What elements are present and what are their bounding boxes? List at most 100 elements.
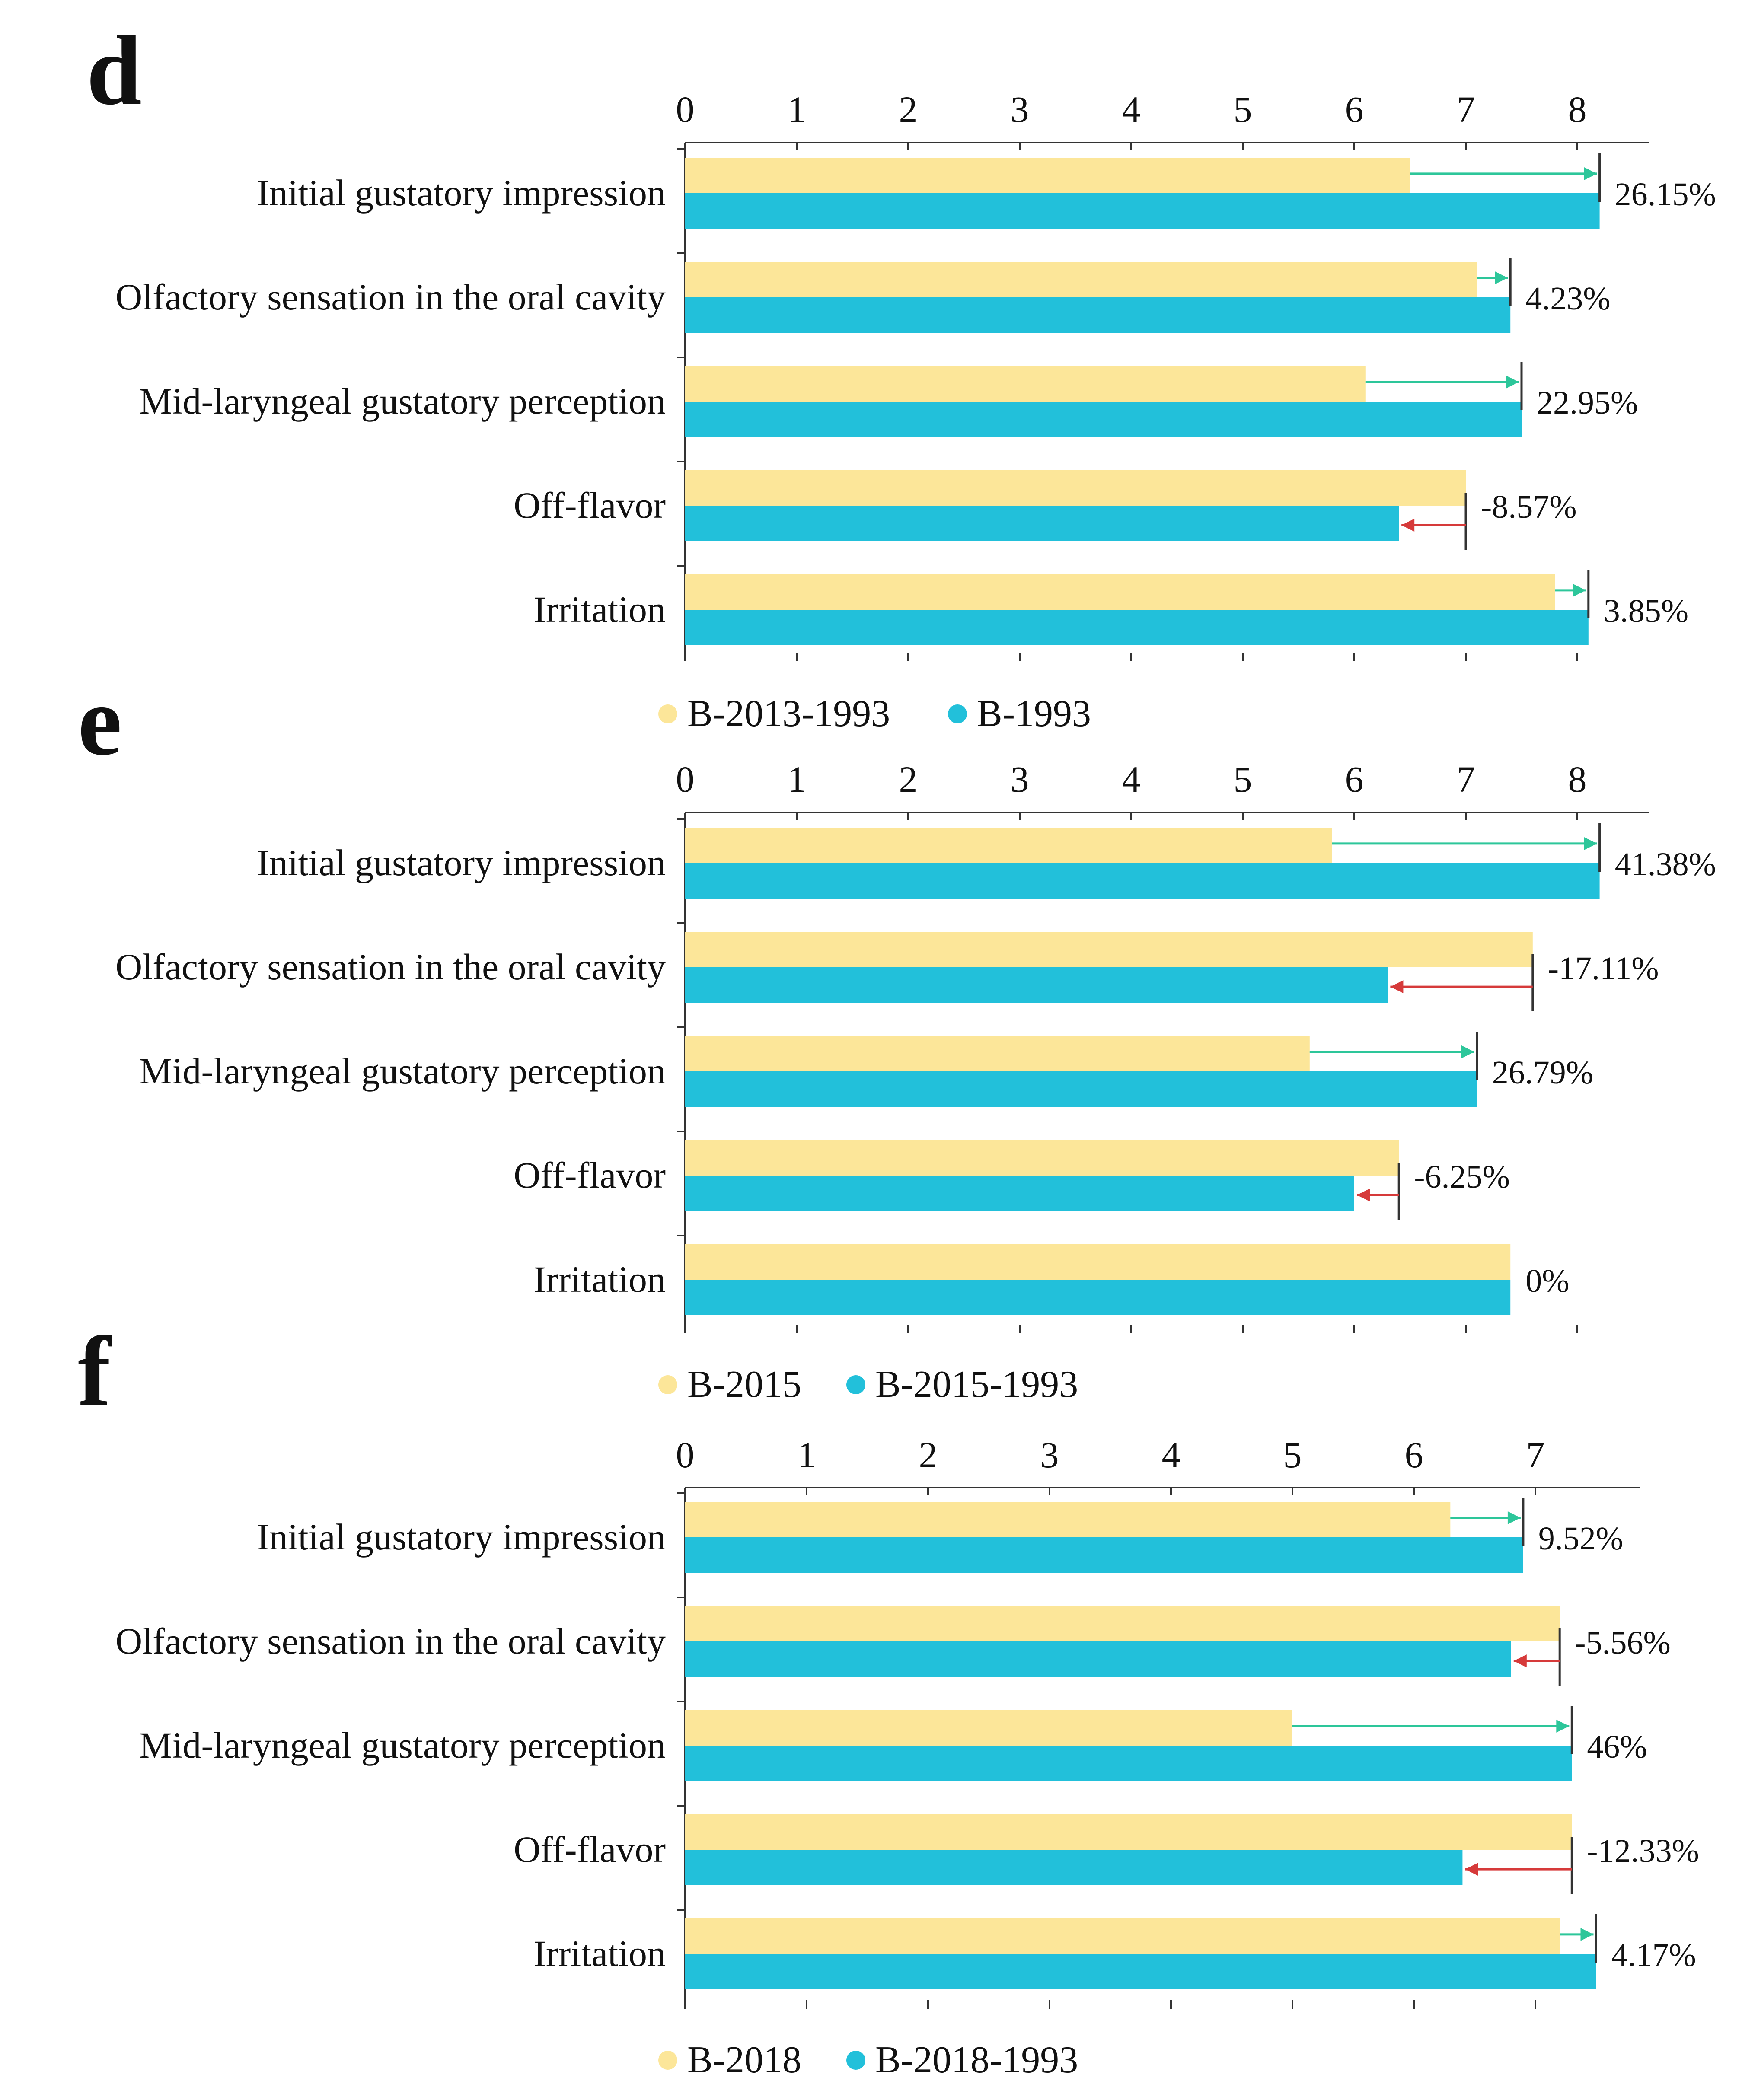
x-tick-label: 3 bbox=[1011, 758, 1029, 800]
change-percent-label: 46% bbox=[1587, 1729, 1647, 1765]
change-arrow-head bbox=[1506, 375, 1519, 389]
x-tick-label: 2 bbox=[899, 89, 918, 130]
bar-series-b bbox=[685, 506, 1399, 541]
category-label: Olfactory sensation in the oral cavity bbox=[115, 276, 666, 318]
change-arrow-head bbox=[1573, 583, 1586, 597]
bar-series-b bbox=[685, 193, 1600, 229]
category-label: Initial gustatory impression bbox=[257, 1516, 666, 1558]
category-label: Off-flavor bbox=[514, 1154, 666, 1196]
panel-d: d 0 1 2 3 4 5 6 7 8 Initial gustatory impression 2… bbox=[86, 15, 1716, 735]
bar-series-b bbox=[685, 610, 1589, 645]
change-percent-label: 26.15% bbox=[1615, 176, 1716, 213]
category-label: Irritation bbox=[533, 589, 666, 630]
change-percent-label: 4.23% bbox=[1525, 280, 1610, 317]
change-percent-label: -12.33% bbox=[1587, 1833, 1699, 1869]
x-tick-label: 4 bbox=[1162, 1434, 1180, 1475]
change-arrow-head bbox=[1390, 980, 1404, 994]
panel-e: e 0 1 2 3 4 5 6 7 8 Initial gustatory impression 4… bbox=[78, 666, 1716, 1405]
legend-marker bbox=[658, 704, 677, 723]
bar-series-a bbox=[685, 470, 1466, 506]
legend-marker bbox=[846, 2051, 865, 2070]
change-percent-label: 26.79% bbox=[1492, 1055, 1593, 1091]
bar-series-b bbox=[685, 1280, 1511, 1315]
legend-marker bbox=[658, 1375, 677, 1394]
change-arrow-head bbox=[1495, 271, 1508, 284]
category-label: Off-flavor bbox=[514, 1829, 666, 1870]
change-percent-label: -8.57% bbox=[1481, 489, 1577, 525]
change-percent-label: -6.25% bbox=[1414, 1159, 1510, 1195]
bar-series-a bbox=[685, 574, 1555, 610]
legend-marker bbox=[948, 704, 967, 723]
x-tick-label: 3 bbox=[1040, 1434, 1059, 1475]
category-label: Olfactory sensation in the oral cavity bbox=[115, 946, 666, 988]
category-label: Mid-laryngeal gustatory perception bbox=[139, 380, 666, 422]
change-percent-label: 3.85% bbox=[1604, 593, 1688, 629]
category-label: Initial gustatory impression bbox=[257, 842, 666, 883]
bar-series-b bbox=[685, 967, 1388, 1003]
x-tick-label: 6 bbox=[1345, 758, 1364, 800]
bar-series-a bbox=[685, 1140, 1399, 1176]
change-arrow-head bbox=[1401, 519, 1415, 532]
bar-series-b bbox=[685, 297, 1511, 333]
x-tick-label: 6 bbox=[1405, 1434, 1423, 1475]
category-label: Olfactory sensation in the oral cavity bbox=[115, 1620, 666, 1662]
x-tick-label: 2 bbox=[919, 1434, 938, 1475]
bar-series-a bbox=[685, 1710, 1292, 1746]
legend-label: B-2015 bbox=[687, 1364, 801, 1405]
change-percent-label: 0% bbox=[1525, 1263, 1569, 1299]
x-tick-label: 7 bbox=[1457, 89, 1475, 130]
bar-series-b bbox=[685, 1850, 1463, 1885]
bar-series-a bbox=[685, 158, 1410, 193]
bar-series-a bbox=[685, 1814, 1572, 1850]
bar-series-a bbox=[685, 1036, 1310, 1071]
category-label: Irritation bbox=[533, 1933, 666, 1974]
x-tick-label: 1 bbox=[788, 758, 806, 800]
bar-series-a bbox=[685, 366, 1366, 402]
panel-letter-e: e bbox=[78, 666, 122, 776]
x-tick-label: 0 bbox=[676, 89, 695, 130]
x-tick-label: 8 bbox=[1568, 758, 1587, 800]
x-tick-label: 3 bbox=[1011, 89, 1029, 130]
category-label: Initial gustatory impression bbox=[257, 172, 666, 214]
bar-series-b bbox=[685, 402, 1522, 437]
bar-series-b bbox=[685, 1537, 1523, 1573]
change-arrow-head bbox=[1513, 1654, 1527, 1668]
bar-series-b bbox=[685, 1071, 1477, 1107]
bar-series-a bbox=[685, 262, 1477, 297]
bar-series-a bbox=[685, 932, 1533, 967]
bar-series-b bbox=[685, 1176, 1354, 1211]
legend-label: B-2018-1993 bbox=[875, 2039, 1078, 2081]
change-arrow-head bbox=[1556, 1719, 1570, 1733]
bar-series-b bbox=[685, 1746, 1572, 1781]
x-tick-label: 5 bbox=[1234, 758, 1252, 800]
legend-label: B-1993 bbox=[977, 693, 1091, 735]
bar-series-a bbox=[685, 1244, 1511, 1280]
bar-series-a bbox=[685, 1918, 1560, 1954]
legend-label: B-2018 bbox=[687, 2039, 801, 2081]
change-arrow-head bbox=[1584, 837, 1597, 850]
x-tick-label: 2 bbox=[899, 758, 918, 800]
bar-series-b bbox=[685, 1954, 1596, 1989]
x-tick-label: 8 bbox=[1568, 89, 1587, 130]
bar-series-a bbox=[685, 828, 1332, 863]
legend-label: B-2015-1993 bbox=[875, 1364, 1078, 1405]
x-tick-label: 1 bbox=[798, 1434, 816, 1475]
x-tick-label: 4 bbox=[1122, 758, 1141, 800]
bar-series-b bbox=[685, 1641, 1511, 1677]
x-tick-label: 1 bbox=[788, 89, 806, 130]
legend-marker bbox=[846, 1375, 865, 1394]
x-tick-label: 4 bbox=[1122, 89, 1141, 130]
panel-letter-d: d bbox=[86, 15, 142, 125]
change-percent-label: -5.56% bbox=[1575, 1625, 1671, 1661]
x-tick-label: 0 bbox=[676, 758, 695, 800]
change-percent-label: 4.17% bbox=[1611, 1937, 1696, 1973]
x-tick-label: 6 bbox=[1345, 89, 1364, 130]
category-label: Off-flavor bbox=[514, 484, 666, 526]
category-label: Mid-laryngeal gustatory perception bbox=[139, 1050, 666, 1092]
change-arrow-head bbox=[1580, 1928, 1594, 1941]
x-tick-label: 0 bbox=[676, 1434, 695, 1475]
bar-series-b bbox=[685, 863, 1600, 899]
x-tick-label: 7 bbox=[1526, 1434, 1545, 1475]
change-arrow-head bbox=[1357, 1189, 1370, 1202]
bar-series-a bbox=[685, 1502, 1451, 1537]
